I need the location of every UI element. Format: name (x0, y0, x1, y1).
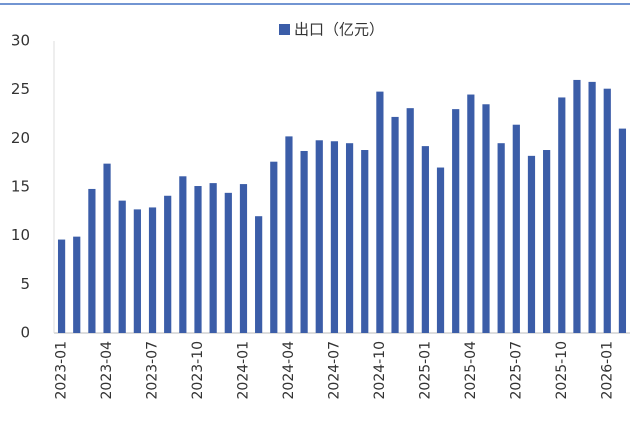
bar (164, 195, 172, 333)
bar (376, 91, 384, 333)
x-tick-label: 2024-04 (281, 341, 297, 400)
bar (527, 155, 536, 333)
x-tick-label: 2025-07 (508, 341, 524, 400)
bar (57, 239, 66, 333)
x-tick-label: 2024-10 (372, 341, 388, 400)
bar (194, 186, 202, 333)
bar (573, 79, 581, 333)
bar (452, 109, 460, 333)
x-tick-label: 2025-10 (554, 341, 570, 400)
bar (497, 143, 505, 333)
y-tick-label: 5 (20, 275, 30, 293)
bar (543, 150, 551, 333)
bar (421, 146, 429, 333)
x-tick-label: 2025-04 (463, 341, 479, 400)
bar (133, 209, 141, 333)
x-tick-label: 2023-10 (190, 341, 206, 400)
legend-swatch (279, 24, 290, 35)
bar (239, 184, 248, 333)
y-tick-label: 25 (11, 80, 30, 98)
bar (482, 104, 490, 334)
bar (118, 200, 126, 333)
bar (209, 183, 217, 333)
x-tick-label: 2023-07 (145, 341, 161, 400)
bar (300, 150, 308, 333)
y-tick-label: 30 (11, 32, 30, 50)
x-tick-label: 2023-04 (99, 341, 115, 400)
bar (558, 97, 566, 333)
bar (345, 143, 354, 333)
bar (103, 163, 111, 333)
bar (224, 192, 232, 333)
bar (512, 124, 520, 333)
bar (391, 116, 399, 333)
bar (255, 216, 263, 333)
bar (270, 161, 278, 333)
bar (148, 207, 157, 333)
bar (88, 188, 96, 333)
bar (285, 136, 293, 333)
bar (618, 128, 627, 333)
bar (588, 81, 596, 333)
x-tick-label: 2026-01 (599, 341, 615, 400)
y-tick-label: 20 (11, 129, 30, 147)
bar (406, 108, 414, 333)
y-tick-label: 10 (11, 226, 30, 244)
bar (467, 94, 475, 334)
bar (315, 140, 323, 333)
x-tick-label: 2025-01 (417, 341, 433, 400)
y-tick-label: 0 (20, 324, 30, 342)
legend-label: 出口（亿元） (294, 21, 384, 39)
bar (436, 167, 445, 333)
x-tick-label: 2024-01 (235, 341, 251, 400)
bar (603, 88, 611, 334)
x-tick-label: 2023-01 (54, 341, 70, 400)
bar (330, 141, 339, 333)
y-tick-label: 15 (11, 178, 30, 196)
bar (179, 176, 187, 333)
bar (361, 150, 369, 333)
x-tick-label: 2024-07 (326, 341, 342, 400)
bar (73, 236, 81, 333)
